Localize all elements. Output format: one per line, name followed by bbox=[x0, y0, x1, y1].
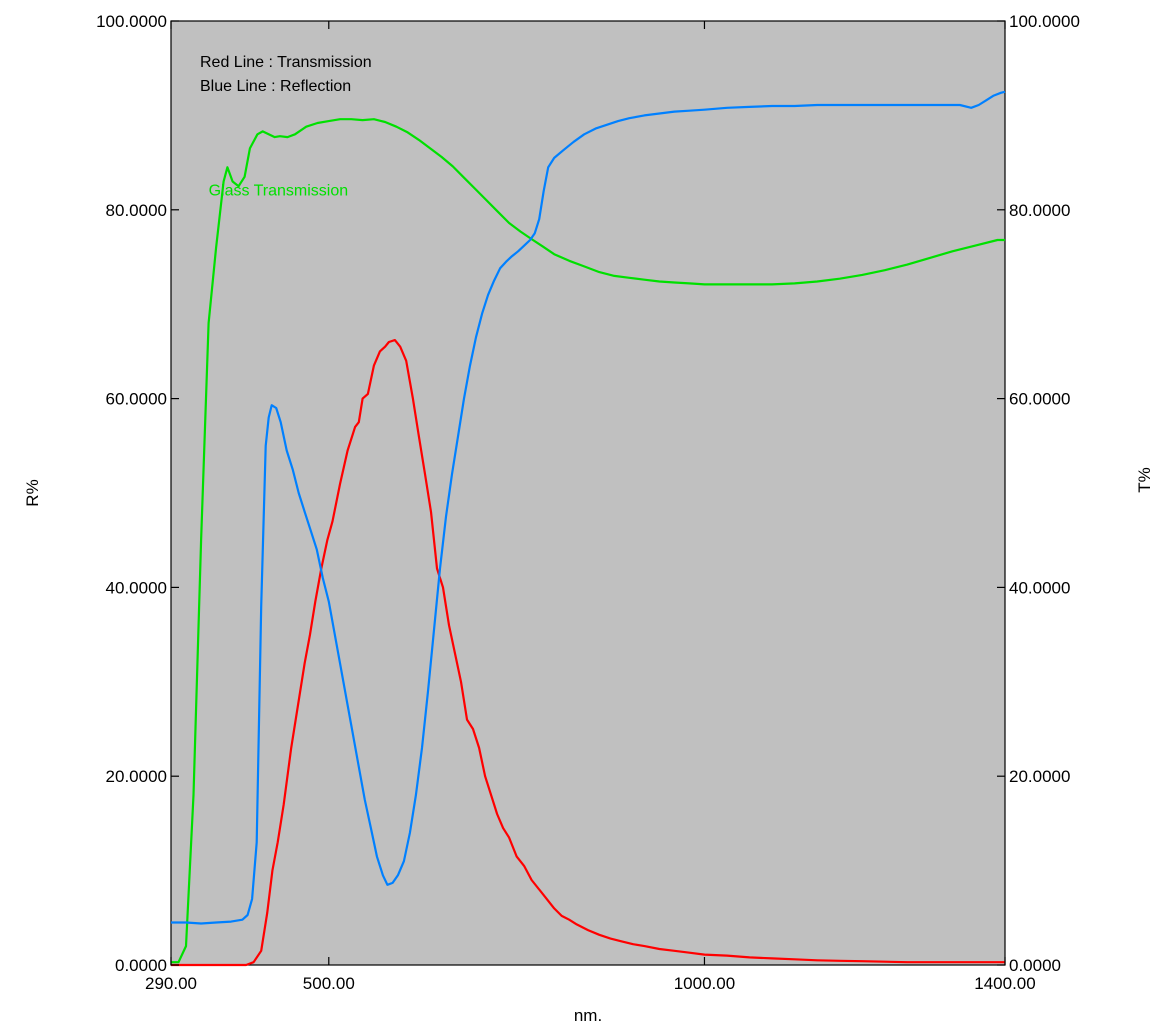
y-axis-title-right: T% bbox=[1135, 467, 1154, 493]
y-tick-label-left: 80.0000 bbox=[106, 201, 167, 220]
y-tick-label-right: 20.0000 bbox=[1009, 767, 1070, 786]
x-tick-label: 1400.00 bbox=[974, 974, 1035, 993]
y-tick-label-left: 20.0000 bbox=[106, 767, 167, 786]
y-tick-label-right: 60.0000 bbox=[1009, 390, 1070, 409]
x-axis-title: nm. bbox=[574, 1006, 602, 1025]
series-layer bbox=[171, 90, 1006, 967]
series-line-transmission bbox=[171, 339, 1005, 967]
x-tick-label: 500.00 bbox=[303, 974, 355, 993]
y-axis-title-left: R% bbox=[23, 479, 42, 506]
tick-layer: 290.00 500.00 1000.00 1400.000.000020.00004… bbox=[96, 12, 1080, 993]
series-line-glass bbox=[171, 118, 1005, 964]
y-tick-label-left: 60.0000 bbox=[106, 390, 167, 409]
y-tick-label-right: 100.0000 bbox=[1009, 12, 1080, 31]
series-line-reflection bbox=[171, 90, 1006, 925]
legend-line-blue: Blue Line : Reflection bbox=[200, 78, 351, 95]
y-tick-label-right: 40.0000 bbox=[1009, 578, 1070, 597]
x-tick-label: 1000.00 bbox=[674, 974, 735, 993]
y-tick-label-right: 0.0000 bbox=[1009, 956, 1061, 975]
legend: Red Line : Transmission Blue Line : Refl… bbox=[200, 54, 372, 95]
x-tick-label: 290.00 bbox=[145, 974, 197, 993]
plot-area bbox=[170, 20, 1006, 966]
legend-line-red: Red Line : Transmission bbox=[200, 54, 372, 71]
y-tick-label-left: 0.0000 bbox=[115, 956, 167, 975]
glass-transmission-label: Glass Transmission bbox=[209, 183, 349, 200]
y-tick-label-right: 80.0000 bbox=[1009, 201, 1070, 220]
y-tick-label-left: 40.0000 bbox=[106, 578, 167, 597]
y-tick-label-left: 100.0000 bbox=[96, 12, 167, 31]
